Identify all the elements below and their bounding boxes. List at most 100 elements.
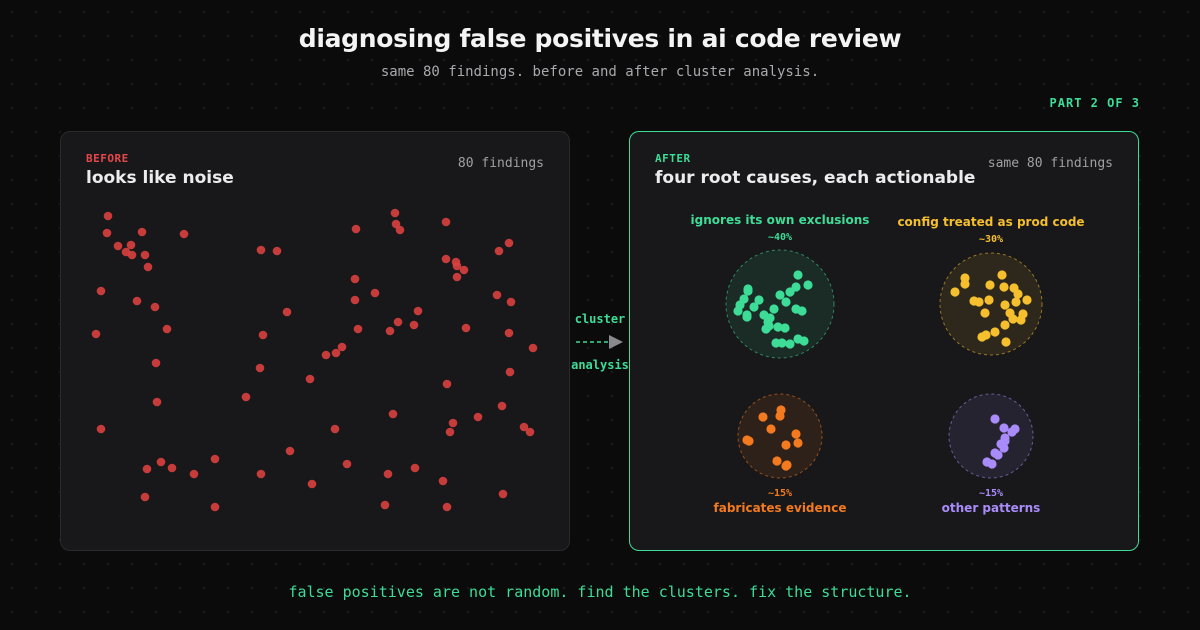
before-panel: BEFORE looks like noise 80 findings bbox=[60, 131, 570, 551]
finding-dot bbox=[210, 502, 220, 512]
finding-dot bbox=[791, 282, 801, 292]
cluster-boundary bbox=[725, 249, 835, 359]
finding-dot bbox=[749, 302, 759, 312]
finding-dot bbox=[1000, 320, 1010, 330]
finding-dot bbox=[799, 336, 809, 346]
finding-dot bbox=[1016, 315, 1026, 325]
finding-dot bbox=[775, 290, 785, 300]
cluster-share: ~15% bbox=[979, 488, 1003, 499]
finding-dot bbox=[999, 423, 1009, 433]
finding-dot bbox=[742, 310, 752, 320]
finding-dot bbox=[210, 454, 220, 464]
finding-dot bbox=[492, 290, 502, 300]
footer-caption: false positives are not random. find the… bbox=[288, 583, 912, 601]
cluster-name: config treated as prod code bbox=[897, 215, 1084, 229]
finding-dot bbox=[1013, 289, 1023, 299]
finding-dot bbox=[337, 342, 347, 352]
finding-dot bbox=[960, 273, 970, 283]
finding-dot bbox=[445, 427, 455, 437]
finding-dot bbox=[780, 323, 790, 333]
finding-dot bbox=[258, 330, 268, 340]
finding-dot bbox=[395, 225, 405, 235]
finding-dot bbox=[776, 405, 786, 415]
finding-dot bbox=[525, 427, 535, 437]
finding-dot bbox=[772, 456, 782, 466]
finding-dot bbox=[441, 254, 451, 264]
finding-dot bbox=[150, 302, 160, 312]
connector-top-label: cluster bbox=[574, 312, 626, 326]
finding-dot bbox=[781, 440, 791, 450]
finding-dot bbox=[773, 322, 783, 332]
page-title: diagnosing false positives in ai code re… bbox=[298, 24, 902, 53]
finding-dot bbox=[380, 500, 390, 510]
cluster-boundary bbox=[948, 393, 1034, 479]
finding-dot bbox=[167, 463, 177, 473]
finding-dot bbox=[758, 412, 768, 422]
finding-dot bbox=[103, 211, 113, 221]
finding-dot bbox=[1001, 337, 1011, 347]
finding-dot bbox=[126, 240, 136, 250]
finding-dot bbox=[765, 313, 775, 323]
finding-dot bbox=[785, 339, 795, 349]
before-count: 80 findings bbox=[457, 156, 544, 171]
finding-dot bbox=[504, 238, 514, 248]
cluster-3: fabricates evidence ~15% bbox=[714, 393, 847, 515]
finding-dot bbox=[409, 320, 419, 330]
before-tag: BEFORE bbox=[86, 152, 129, 165]
finding-dot bbox=[993, 450, 1003, 460]
clusters-diagram: ignores its own exclusions ~40% config tre… bbox=[691, 213, 1085, 515]
finding-dot bbox=[999, 282, 1009, 292]
finding-dot bbox=[113, 241, 123, 251]
finding-dot bbox=[256, 469, 266, 479]
after-panel: AFTER four root causes, each actionable … bbox=[629, 131, 1139, 551]
finding-dot bbox=[754, 295, 764, 305]
finding-dot bbox=[321, 350, 331, 360]
finding-dot bbox=[140, 492, 150, 502]
finding-dot bbox=[1005, 308, 1015, 318]
finding-dot bbox=[506, 297, 516, 307]
finding-dot bbox=[781, 297, 791, 307]
finding-dot bbox=[151, 358, 161, 368]
finding-dot bbox=[781, 461, 791, 471]
finding-dot bbox=[980, 308, 990, 318]
cluster-name: fabricates evidence bbox=[714, 501, 847, 515]
finding-dot bbox=[370, 288, 380, 298]
finding-dot bbox=[452, 261, 462, 271]
cluster-analysis-connector: cluster analysis bbox=[570, 300, 630, 380]
cluster-name: ignores its own exclusions bbox=[691, 213, 870, 227]
finding-dot bbox=[385, 326, 395, 336]
finding-dot bbox=[96, 286, 106, 296]
finding-dot bbox=[102, 228, 112, 238]
finding-dot bbox=[342, 459, 352, 469]
arrow-right-icon bbox=[576, 335, 623, 349]
finding-dot bbox=[990, 414, 1000, 424]
finding-dot bbox=[990, 327, 1000, 337]
finding-dot bbox=[996, 439, 1006, 449]
finding-dot bbox=[987, 459, 997, 469]
finding-dot bbox=[733, 306, 743, 316]
finding-dot bbox=[448, 418, 458, 428]
finding-dot bbox=[383, 469, 393, 479]
finding-dot bbox=[1011, 297, 1021, 307]
finding-dot bbox=[504, 328, 514, 338]
finding-dot bbox=[152, 397, 162, 407]
finding-dot bbox=[142, 464, 152, 474]
cluster-1: ignores its own exclusions ~40% bbox=[691, 213, 870, 359]
finding-dot bbox=[442, 502, 452, 512]
cluster-name: other patterns bbox=[942, 501, 1041, 515]
finding-dot bbox=[305, 374, 315, 384]
finding-dot bbox=[793, 438, 803, 448]
finding-dot bbox=[413, 306, 423, 316]
finding-dot bbox=[497, 401, 507, 411]
after-count: same 80 findings bbox=[987, 156, 1113, 171]
finding-dot bbox=[393, 317, 403, 327]
finding-dot bbox=[441, 217, 451, 227]
cluster-share: ~40% bbox=[768, 232, 792, 243]
finding-dot bbox=[330, 424, 340, 434]
before-scatter bbox=[91, 208, 538, 512]
connector-bottom-label: analysis bbox=[571, 358, 629, 372]
finding-dot bbox=[272, 246, 282, 256]
finding-dot bbox=[1007, 427, 1017, 437]
after-tag: AFTER bbox=[655, 152, 691, 165]
finding-dot bbox=[256, 245, 266, 255]
